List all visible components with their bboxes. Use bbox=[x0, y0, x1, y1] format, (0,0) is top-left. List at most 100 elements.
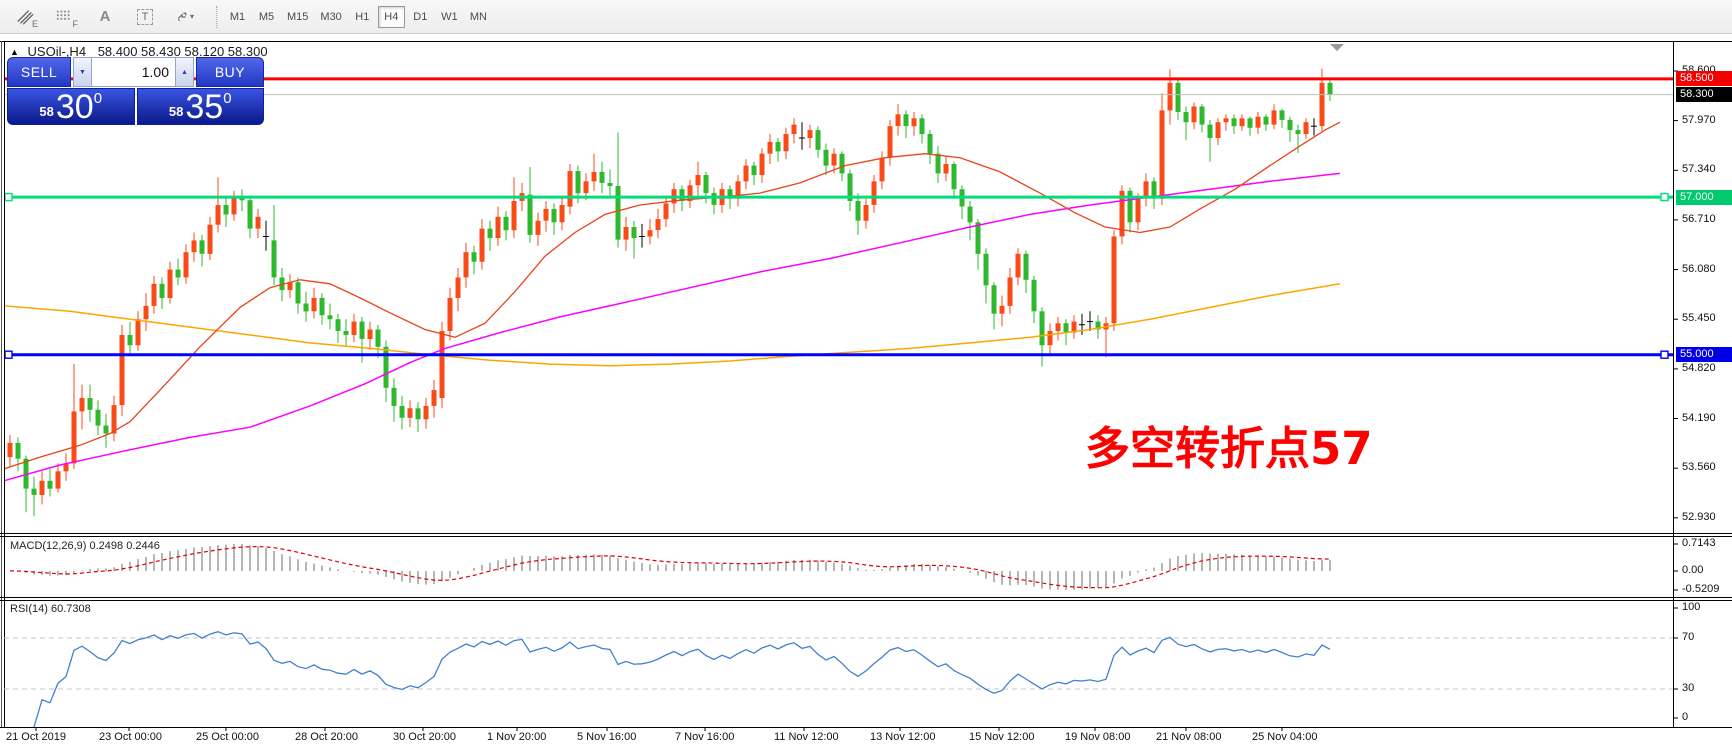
candle bbox=[1215, 118, 1221, 146]
candle bbox=[351, 313, 357, 343]
candle bbox=[319, 293, 325, 325]
buy-pipette: 0 bbox=[223, 90, 232, 107]
hline-handle[interactable] bbox=[1660, 192, 1669, 202]
price-badge-55.000: 55.000 bbox=[1676, 347, 1732, 363]
time-tick-label: 23 Oct 00:00 bbox=[99, 731, 162, 743]
time-tick-label: 7 Nov 16:00 bbox=[675, 731, 735, 743]
hline-handle[interactable] bbox=[1660, 350, 1669, 359]
timeframe-button-w1[interactable]: W1 bbox=[436, 6, 463, 28]
hline-handle[interactable] bbox=[4, 192, 13, 202]
candle bbox=[127, 321, 133, 355]
candle bbox=[495, 206, 501, 246]
candle bbox=[1247, 116, 1253, 136]
candle bbox=[1223, 114, 1229, 131]
time-tick-label: 21 Nov 08:00 bbox=[1156, 731, 1222, 743]
buy-button[interactable]: BUY bbox=[196, 57, 264, 87]
candle bbox=[335, 313, 341, 343]
candle bbox=[455, 268, 461, 312]
candle bbox=[863, 198, 869, 229]
candle bbox=[1023, 250, 1029, 294]
candle bbox=[151, 275, 157, 314]
candle bbox=[903, 110, 909, 138]
symbol-name: USOil-,H4 bbox=[27, 44, 87, 59]
candle bbox=[991, 282, 997, 330]
letter-t-icon: T bbox=[136, 8, 154, 25]
candle bbox=[687, 179, 693, 209]
sell-price-button[interactable]: 58 30 0 bbox=[7, 88, 135, 125]
macd-layer bbox=[9, 544, 1331, 590]
trade-panel-price-row: 58 30 0 58 35 0 bbox=[7, 88, 264, 125]
candle bbox=[199, 234, 205, 267]
timeframe-button-h1[interactable]: H1 bbox=[349, 6, 376, 28]
candle bbox=[87, 384, 93, 422]
time-tick-label: 19 Nov 08:00 bbox=[1065, 731, 1131, 743]
candle bbox=[55, 463, 61, 493]
timeframe-button-m1[interactable]: M1 bbox=[224, 6, 251, 28]
sell-button[interactable]: SELL bbox=[7, 57, 71, 87]
candle bbox=[1151, 177, 1157, 209]
time-tick-label: 15 Nov 12:00 bbox=[969, 731, 1035, 743]
hline-handle[interactable] bbox=[4, 350, 13, 359]
rsi-label: RSI(14) 60.7308 bbox=[10, 603, 91, 615]
candle bbox=[1007, 268, 1013, 314]
candle bbox=[263, 220, 269, 251]
buy-price-button[interactable]: 58 35 0 bbox=[136, 88, 264, 125]
candle bbox=[343, 319, 349, 347]
candle bbox=[463, 242, 469, 288]
timeframe-button-m5[interactable]: M5 bbox=[253, 6, 280, 28]
volume-increase-button[interactable]: ▲ bbox=[175, 57, 194, 87]
indicator-tick-label: 0.00 bbox=[1682, 564, 1704, 576]
candle bbox=[1279, 108, 1285, 128]
candle bbox=[215, 177, 221, 233]
candle bbox=[1263, 114, 1269, 131]
candle bbox=[1239, 114, 1245, 131]
candle bbox=[967, 201, 973, 241]
drawing-tools-group: E F A T bbox=[0, 5, 210, 29]
candle bbox=[191, 232, 197, 262]
toolbar: E F A T bbox=[0, 0, 1732, 34]
candle bbox=[767, 134, 773, 164]
candle bbox=[623, 216, 629, 251]
text-tool-icon[interactable]: A bbox=[90, 5, 120, 29]
macd-signal-value: 0.2446 bbox=[126, 540, 160, 552]
ohlc-values: 58.400 58.430 58.120 58.300 bbox=[97, 44, 268, 59]
grid-tool-icon[interactable]: F bbox=[50, 5, 80, 29]
candle bbox=[1287, 116, 1293, 142]
candle bbox=[1039, 307, 1045, 367]
timeframe-button-m30[interactable]: M30 bbox=[315, 6, 346, 28]
candle bbox=[503, 211, 509, 241]
candle bbox=[615, 132, 621, 248]
label-tool-icon[interactable]: T bbox=[130, 5, 160, 29]
price-badge-58.500: 58.500 bbox=[1676, 71, 1732, 87]
indicators-tool-icon[interactable]: E bbox=[10, 5, 40, 29]
rsi-line bbox=[33, 631, 1331, 728]
candle bbox=[1159, 93, 1165, 205]
candle bbox=[391, 378, 397, 422]
candle bbox=[1119, 185, 1125, 245]
objects-tool-icon[interactable]: ▾ bbox=[170, 5, 200, 29]
candle bbox=[31, 476, 37, 517]
timeframe-button-h4[interactable]: H4 bbox=[377, 5, 405, 28]
price-tick-label: 56.080 bbox=[1682, 262, 1716, 275]
candle bbox=[407, 400, 413, 428]
candle bbox=[975, 219, 981, 270]
candle bbox=[959, 185, 965, 220]
candle bbox=[911, 112, 917, 136]
candle bbox=[63, 453, 69, 481]
volume-decrease-button[interactable]: ▼ bbox=[73, 57, 92, 87]
candle bbox=[815, 126, 821, 158]
candle bbox=[1191, 102, 1197, 130]
candle bbox=[527, 167, 533, 243]
candle bbox=[119, 324, 125, 417]
timeframe-button-d1[interactable]: D1 bbox=[407, 6, 434, 28]
timeframe-button-m15[interactable]: M15 bbox=[282, 6, 313, 28]
candle bbox=[655, 208, 661, 239]
candle bbox=[775, 138, 781, 162]
timeframe-button-mn[interactable]: MN bbox=[465, 6, 492, 28]
chart-shift-marker-icon[interactable] bbox=[1330, 44, 1344, 51]
collapse-triangle-icon[interactable]: ▲ bbox=[10, 47, 19, 57]
candle bbox=[759, 148, 765, 183]
time-tick-label: 11 Nov 12:00 bbox=[774, 731, 839, 743]
volume-input[interactable]: 1.00 bbox=[92, 57, 175, 87]
